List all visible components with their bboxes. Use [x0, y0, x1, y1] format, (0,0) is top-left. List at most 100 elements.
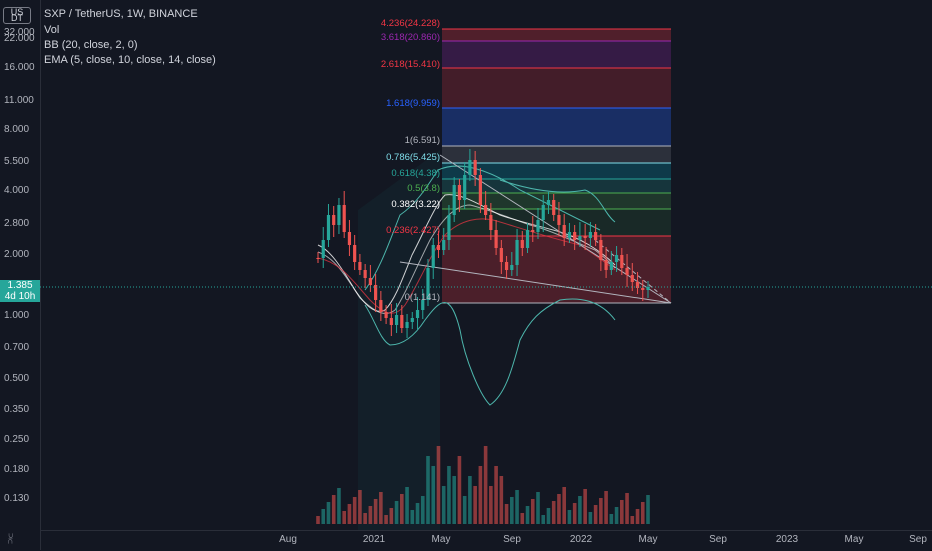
volume-bar [572, 503, 577, 524]
bar-countdown: 4d 10h [4, 291, 36, 302]
volume-bar [331, 495, 336, 524]
price-tick: 5.500 [4, 156, 30, 167]
candle-body [620, 255, 624, 268]
candle-body [436, 245, 441, 250]
currency-badge[interactable]: US DT [3, 7, 31, 24]
chart-pane[interactable]: SXP / TetherUS, 1W, BINANCE Vol BB (20, … [40, 0, 932, 530]
volume-series [316, 446, 650, 524]
candle-body [562, 225, 566, 238]
last-price: 1.385 [7, 280, 33, 291]
symbol-title[interactable]: SXP / TetherUS, 1W, BINANCE [44, 8, 198, 20]
candle-series[interactable] [316, 149, 650, 338]
candle-body [646, 287, 650, 290]
volume-bar [426, 456, 430, 524]
fib-zone [442, 108, 671, 146]
candle-body [321, 240, 325, 258]
volume-bar [326, 502, 331, 524]
candle-body [353, 245, 357, 262]
price-tick: 0.700 [4, 342, 30, 353]
indicator-vol[interactable]: Vol [44, 24, 60, 36]
volume-bar [635, 509, 640, 524]
candle-body [599, 240, 603, 260]
fib-label: 1(6.591) [404, 135, 440, 146]
candle-body [536, 220, 540, 232]
indicator-ema[interactable]: EMA (5, close, 10, close, 14, close) [44, 54, 216, 66]
candle-body [510, 265, 514, 270]
candle-body [614, 255, 619, 262]
candle-body [546, 200, 551, 205]
volume-bar [530, 499, 535, 524]
volume-bar [373, 499, 378, 524]
volume-bar [441, 486, 446, 524]
price-tick: 1.000 [4, 310, 30, 321]
candle-body [358, 262, 362, 270]
price-tick: 8.000 [4, 124, 30, 135]
candle-body [515, 240, 519, 265]
volume-bar [389, 508, 394, 524]
volume-bar [358, 490, 362, 524]
volume-bar [593, 505, 598, 524]
candle-body [531, 230, 535, 232]
candle-body [573, 232, 577, 240]
bb-fill [358, 150, 440, 530]
fib-label: 4.236(24.228) [380, 18, 440, 29]
candle-body [525, 230, 530, 248]
candle-body [400, 315, 404, 328]
tradingview-logo[interactable]: ⩈ [8, 533, 13, 545]
volume-bar [483, 446, 488, 524]
candle-body [447, 215, 451, 240]
candle-body [431, 245, 435, 268]
price-tick: 16.000 [4, 62, 35, 73]
time-label: Sep [909, 534, 927, 545]
volume-bar [504, 504, 509, 524]
candle-body [484, 205, 488, 215]
fib-label: 0.618(4.38) [391, 168, 440, 179]
candle-body [384, 312, 388, 318]
price-tick: 22.000 [4, 33, 35, 44]
volume-bar [321, 509, 326, 524]
candle-body [541, 205, 545, 220]
price-axis[interactable]: US DT 32.000 22.000 16.000 11.000 8.000 … [0, 0, 41, 550]
volume-bar [515, 490, 519, 524]
fib-label: 2.618(15.410) [380, 59, 440, 70]
price-tick: 2.800 [4, 218, 30, 229]
candle-body [609, 262, 613, 270]
fib-zone [442, 29, 671, 41]
time-axis[interactable] [40, 530, 932, 551]
indicator-bb[interactable]: BB (20, close, 2, 0) [44, 39, 138, 51]
candle-body [457, 185, 462, 200]
price-tick: 11.000 [4, 95, 34, 106]
volume-bar [604, 491, 608, 524]
volume-bar [473, 486, 477, 524]
volume-bar [520, 513, 525, 524]
fib-label: 0.786(5.425) [386, 152, 440, 163]
volume-bar [578, 496, 582, 524]
candle-body [468, 160, 472, 175]
volume-bar [462, 496, 467, 524]
last-price-tag: 1.385 4d 10h [0, 280, 40, 302]
volume-bar [510, 497, 514, 524]
volume-bar [588, 512, 593, 524]
candle-body [504, 262, 509, 270]
volume-bar [489, 486, 493, 524]
fib-retracement[interactable] [442, 28, 671, 304]
candle-body [552, 200, 556, 215]
currency-badge-line1: US [10, 7, 24, 17]
volume-bar [478, 466, 483, 524]
candle-body [410, 318, 414, 322]
candle-body [337, 205, 341, 225]
volume-bar [640, 502, 645, 524]
volume-bar [316, 516, 320, 524]
price-tick: 0.180 [4, 464, 30, 475]
chart-canvas[interactable] [40, 0, 932, 530]
volume-bar [384, 515, 388, 524]
volume-bar [562, 487, 566, 524]
volume-bar [468, 476, 472, 524]
volume-bar [415, 503, 420, 524]
candle-body [394, 315, 399, 325]
volume-bar [646, 495, 650, 524]
volume-bar [557, 494, 561, 524]
candle-body [421, 300, 425, 310]
candle-body [405, 322, 409, 328]
price-tick: 4.000 [4, 185, 30, 196]
